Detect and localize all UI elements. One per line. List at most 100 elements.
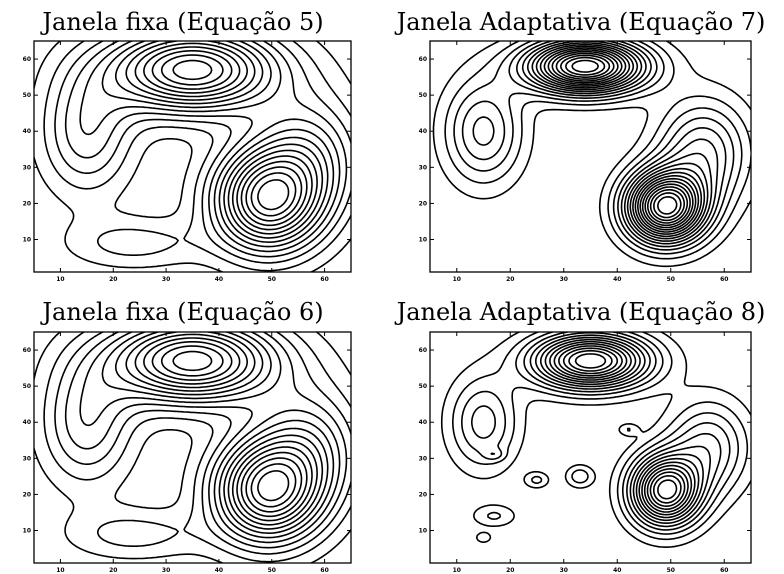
contour-panel-3: Janela fixa (Equação 6) 10 20 30 40 50 60 10 20 3… — [23, 298, 352, 574]
contour-line-level-13 — [568, 349, 682, 504]
y-tick-label: 60 — [419, 347, 427, 354]
contour-line-level-7 — [115, 332, 329, 534]
contour-line-level-13 — [172, 350, 297, 508]
contour-line-level-2 — [444, 41, 751, 260]
contour-line-level-3 — [54, 332, 351, 555]
y-tick-label: 30 — [23, 164, 31, 171]
x-tick-label: 60 — [720, 276, 728, 283]
contour-line-level-14 — [257, 179, 290, 211]
contour-line-level-14 — [257, 470, 290, 502]
plot-frame — [429, 331, 752, 564]
plot-frame — [33, 331, 352, 564]
contour-line-level-4 — [64, 332, 348, 549]
x-tick-label: 20 — [506, 276, 514, 283]
y-tick-label: 50 — [23, 383, 31, 390]
x-tick-label: 40 — [613, 567, 621, 574]
contour-line-level-7 — [527, 41, 713, 242]
contour-line-level-3 — [54, 41, 351, 264]
contour-line-level-17 — [571, 59, 682, 219]
x-tick-label: 30 — [560, 276, 568, 283]
contour-line-level-1 — [432, 41, 751, 268]
contour-line-level-5 — [79, 41, 341, 253]
x-tick-label: 50 — [667, 567, 675, 574]
contour-line-level-3 — [453, 41, 743, 255]
contour-line-level-1 — [34, 41, 351, 272]
contour-line-level-5 — [79, 332, 341, 544]
contour-line-level-12 — [160, 54, 303, 222]
y-tick-label: 60 — [23, 56, 31, 63]
contour-line-level-1 — [440, 332, 751, 548]
y-tick-label: 50 — [419, 383, 427, 390]
y-tick-label: 40 — [419, 419, 427, 426]
contour-line-level-18 — [657, 196, 678, 215]
y-tick-label: 30 — [419, 164, 427, 171]
x-tick-label: 50 — [268, 276, 276, 283]
y-tick-label: 30 — [23, 455, 31, 462]
contour-line-level-4 — [64, 41, 348, 258]
contour-line-level-10 — [143, 337, 313, 522]
contour-line-level-13 — [172, 59, 297, 217]
contour-line-level-10 — [143, 46, 313, 231]
contour-line-level-15 — [560, 54, 689, 224]
y-tick-label: 50 — [419, 92, 427, 99]
contour-line-level-11 — [543, 47, 700, 233]
y-tick-label: 20 — [23, 491, 31, 498]
x-tick-label: 10 — [56, 567, 64, 574]
contour-line-level-8 — [125, 332, 324, 530]
contour-line-level-2 — [43, 332, 351, 563]
contour-line-level-8 — [125, 41, 324, 239]
contour-line-level-12 — [562, 347, 686, 507]
contour-line-level-2 — [452, 332, 749, 541]
x-tick-label: 60 — [720, 567, 728, 574]
x-tick-label: 40 — [613, 276, 621, 283]
contour-line-level-8 — [531, 42, 709, 240]
x-tick-label: 10 — [453, 276, 461, 283]
contour-line-level-8 — [544, 338, 700, 519]
y-tick-label: 10 — [419, 237, 427, 244]
panel-title: Janela fixa (Equação 6) — [39, 298, 323, 326]
panel-title: Janela fixa (Equação 5) — [39, 8, 323, 36]
x-tick-label: 50 — [667, 276, 675, 283]
contour-line-level-9 — [535, 43, 706, 238]
contour-line-level-4 — [471, 332, 731, 531]
contour-line-level-1 — [34, 332, 351, 563]
contour-panel-1: Janela fixa (Equação 5) 10 20 30 40 50 60 10 20 3… — [23, 8, 352, 283]
contour-panel-4: Janela Adaptativa (Equação 8) 10 20 30 40 50 6… — [394, 298, 766, 574]
y-tick-label: 20 — [23, 200, 31, 207]
contour-line-level-6 — [535, 334, 711, 524]
contour-line-level-16 — [565, 56, 685, 222]
x-tick-label: 20 — [506, 567, 514, 574]
y-tick-label: 60 — [419, 56, 427, 63]
contour-line-level-7 — [539, 336, 704, 522]
x-tick-label: 60 — [320, 567, 328, 574]
plot-frame — [33, 40, 352, 273]
contour-line-level-10 — [539, 45, 703, 235]
x-tick-label: 40 — [215, 567, 223, 574]
x-tick-label: 60 — [320, 276, 328, 283]
contour-line-level-5 — [472, 41, 727, 248]
contour-line-level-11 — [151, 341, 308, 518]
x-tick-label: 20 — [109, 567, 117, 574]
y-tick-label: 10 — [419, 528, 427, 535]
contour-line-level-14 — [555, 52, 691, 227]
plot-frame — [429, 40, 752, 273]
y-tick-label: 40 — [419, 128, 427, 135]
x-tick-label: 20 — [109, 276, 117, 283]
contour-line-level-4 — [461, 41, 735, 251]
x-tick-label: 50 — [268, 567, 276, 574]
x-tick-label: 40 — [215, 276, 223, 283]
y-tick-label: 50 — [23, 92, 31, 99]
contour-panel-2: Janela Adaptativa (Equação 7) 10 20 30 40 50 6… — [394, 8, 766, 283]
y-tick-label: 20 — [419, 491, 427, 498]
contour-line-level-11 — [558, 345, 689, 510]
y-tick-label: 10 — [23, 237, 31, 244]
contour-line-level-6 — [521, 41, 719, 245]
x-tick-label: 10 — [56, 276, 64, 283]
y-tick-label: 40 — [23, 128, 31, 135]
y-tick-label: 30 — [419, 455, 427, 462]
panel-title: Janela Adaptativa (Equação 8) — [394, 298, 766, 326]
contour-line-level-11 — [151, 50, 308, 227]
contour-line-level-6 — [101, 41, 335, 248]
y-tick-label: 10 — [23, 528, 31, 535]
